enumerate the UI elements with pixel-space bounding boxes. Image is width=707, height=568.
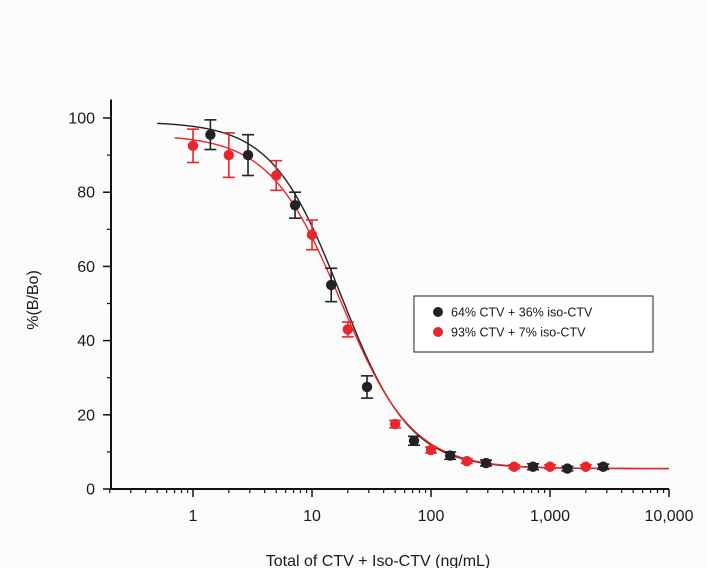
legend-box [413, 295, 654, 353]
x-tick-label: 100 [418, 508, 445, 525]
legend-label-1: 64% CTV + 36% iso-CTV [451, 306, 593, 320]
data-point-series-2 [270, 170, 282, 181]
y-tick-label: 100 [68, 111, 95, 128]
data-point-series-1 [326, 279, 337, 291]
y-tick-label: 80 [77, 185, 95, 202]
data-point-series-1 [242, 149, 254, 161]
y-axis-title: %(B/Bo) [25, 270, 42, 330]
data-point-series-2 [223, 149, 235, 161]
data-point-series-2 [187, 140, 199, 152]
data-point-series-1 [289, 199, 301, 211]
legend: 64% CTV + 36% iso-CTV 93% CTV + 7% iso-CT… [413, 295, 654, 353]
x-axis-title: Total of CTV + Iso-CTV (ng/mL) [266, 553, 491, 568]
data-point-series-1 [562, 463, 573, 474]
data-point-series-1 [445, 450, 456, 461]
data-point-series-2 [306, 229, 318, 241]
y-tick-label: 20 [77, 407, 95, 424]
data-point-series-1 [361, 381, 373, 393]
x-tick-label: 10,000 [645, 508, 694, 525]
data-point-series-2 [544, 461, 556, 472]
data-point-series-2 [389, 418, 401, 430]
y-tick-label: 40 [77, 333, 95, 350]
data-point-series-2 [461, 455, 473, 467]
axes: 0 20 40 60 80 100 1 10 100 1,000 10,000 Total of CT… [25, 99, 694, 568]
legend-marker-2 [433, 327, 443, 337]
data-point-series-2 [508, 461, 520, 472]
x-tick-label: 10 [303, 508, 321, 525]
data-point-series-1 [408, 435, 420, 446]
x-tick-label: 1 [189, 508, 198, 525]
data-points [187, 129, 609, 474]
legend-label-2: 93% CTV + 7% iso-CTV [451, 326, 586, 340]
data-point-series-1 [598, 461, 609, 472]
data-point-series-1 [480, 457, 492, 469]
y-tick-label: 60 [77, 259, 95, 276]
legend-marker-1 [433, 307, 443, 317]
data-point-series-2 [342, 324, 354, 335]
data-point-series-1 [205, 129, 216, 140]
data-point-series-2 [425, 444, 437, 456]
y-tick-label: 0 [86, 482, 95, 499]
x-tick-label: 1,000 [530, 508, 570, 525]
error-bars [187, 119, 610, 472]
data-point-series-1 [527, 461, 539, 472]
data-point-series-2 [580, 461, 592, 472]
